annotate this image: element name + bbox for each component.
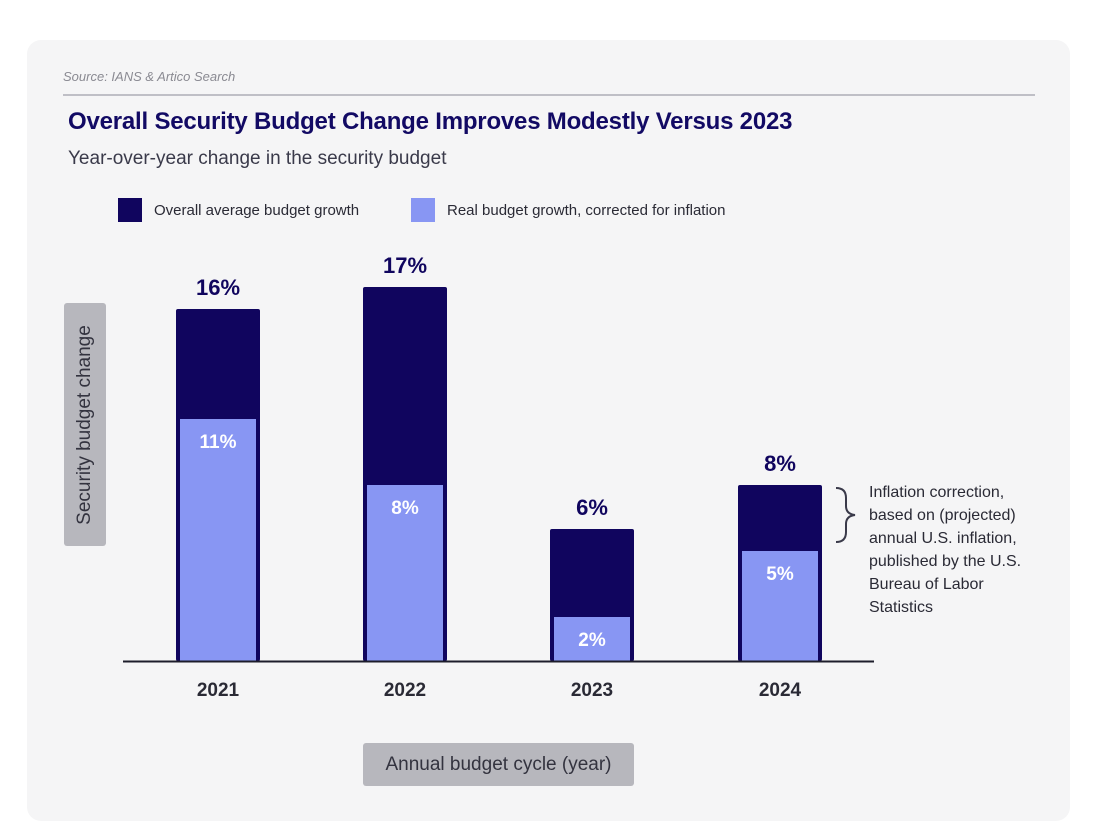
legend-item-real: Real budget growth, corrected for inflat… [411, 198, 726, 222]
x-axis-label: Annual budget cycle (year) [363, 743, 634, 786]
data-label-overall-2022: 17% [383, 253, 427, 278]
inflation-note: Inflation correction, based on (projecte… [869, 484, 1022, 616]
legend-label-overall: Overall average budget growth [154, 201, 360, 219]
data-label-overall-2024: 8% [764, 451, 796, 476]
divider [63, 94, 1035, 96]
legend-swatch-real [411, 198, 435, 222]
brace-icon [835, 487, 856, 543]
data-label-real-2022: 8% [391, 498, 419, 519]
bar-real-2021 [180, 419, 256, 661]
source-note: Source: IANS & Artico Search [63, 69, 236, 84]
data-label-overall-2023: 6% [576, 495, 608, 520]
data-label-real-2021: 11% [200, 432, 237, 453]
chart-subtitle: Year-over-year change in the security bu… [68, 148, 447, 169]
x-tick-label-2023: 2023 [571, 680, 613, 701]
data-label-overall-2021: 16% [196, 275, 240, 300]
legend-swatch-overall [118, 198, 142, 222]
bar-real-2022 [367, 485, 443, 661]
bar-real-2024 [742, 551, 818, 661]
bar-real-2023 [554, 617, 630, 661]
chart-title: Overall Security Budget Change Improves … [68, 108, 793, 135]
legend-label-real: Real budget growth, corrected for inflat… [447, 201, 726, 219]
y-axis-label-box [64, 303, 106, 546]
x-tick-label-2024: 2024 [759, 680, 802, 701]
x-tick-label-2022: 2022 [384, 680, 426, 701]
data-label-real-2023: 2% [578, 630, 606, 651]
data-label-real-2024: 5% [766, 564, 794, 585]
legend-item-overall: Overall average budget growth [118, 198, 359, 222]
x-tick-label-2021: 2021 [197, 680, 240, 701]
